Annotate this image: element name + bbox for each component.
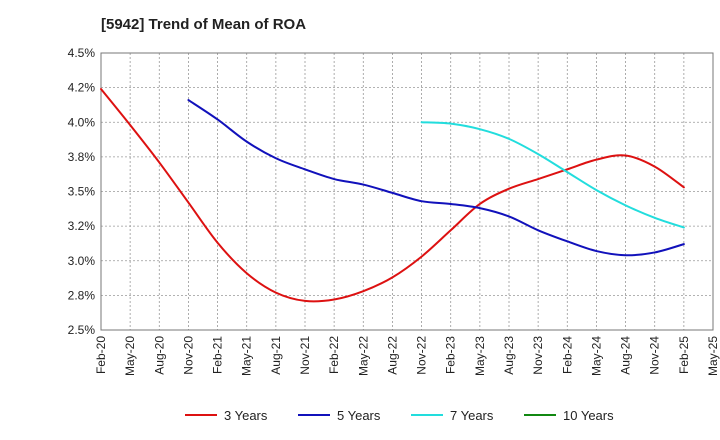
y-tick-label: 3.2%: [68, 219, 96, 233]
x-tick-label: May-21: [240, 336, 254, 376]
legend-label-7-years: 7 Years: [450, 408, 494, 423]
y-tick-label: 3.0%: [68, 254, 96, 268]
legend: 3 Years 5 Years 7 Years 10 Years: [185, 408, 614, 423]
y-tick-label: 3.5%: [68, 185, 96, 199]
x-axis-tick-labels: Feb-20 May-20 Aug-20 Nov-20 Feb-21 May-21 Aug-…: [94, 336, 720, 376]
plot-area-frame: [100, 52, 714, 331]
x-tick-label: Nov-21: [298, 336, 312, 375]
grid: [101, 53, 713, 330]
y-axis-tick-labels: 2.5% 2.8% 3.0% 3.2% 3.5% 3.8% 4.0% 4.2% 4.5%: [68, 46, 96, 337]
x-tick-label: Aug-22: [385, 336, 399, 375]
x-tick-label: Nov-22: [415, 336, 429, 375]
series-line-7-years: [420, 121, 685, 229]
y-tick-label: 4.5%: [68, 46, 96, 60]
x-tick-label: Feb-22: [327, 336, 341, 374]
series-lines: [100, 88, 685, 303]
chart-title: [5942] Trend of Mean of ROA: [101, 16, 307, 33]
x-tick-label: Nov-24: [648, 336, 662, 375]
x-tick-label: Aug-23: [502, 336, 516, 375]
y-tick-label: 4.2%: [68, 81, 96, 95]
series-line-3-years: [100, 88, 685, 303]
x-tick-label: May-22: [356, 336, 370, 376]
legend-label-3-years: 3 Years: [224, 408, 268, 423]
x-tick-label: Feb-23: [444, 336, 458, 374]
x-tick-label: Feb-25: [677, 336, 691, 374]
x-tick-label: May-25: [706, 336, 720, 376]
x-tick-label: Aug-24: [619, 336, 633, 375]
x-tick-label: Nov-23: [531, 336, 545, 375]
legend-label-5-years: 5 Years: [337, 408, 381, 423]
x-tick-label: Feb-24: [560, 336, 574, 374]
x-tick-label: Feb-20: [94, 336, 108, 374]
x-tick-label: Feb-21: [211, 336, 225, 374]
legend-label-10-years: 10 Years: [563, 408, 614, 423]
x-tick-label: Aug-21: [269, 336, 283, 375]
x-tick-label: May-24: [589, 336, 603, 376]
series-line-5-years: [187, 99, 685, 257]
y-tick-label: 3.8%: [68, 150, 96, 164]
x-tick-label: Nov-20: [181, 336, 195, 375]
x-tick-label: May-20: [123, 336, 137, 376]
x-tick-label: May-23: [473, 336, 487, 376]
x-tick-label: Aug-20: [152, 336, 166, 375]
y-tick-label: 2.5%: [68, 323, 96, 337]
y-tick-label: 2.8%: [68, 288, 96, 302]
y-tick-label: 4.0%: [68, 115, 96, 129]
